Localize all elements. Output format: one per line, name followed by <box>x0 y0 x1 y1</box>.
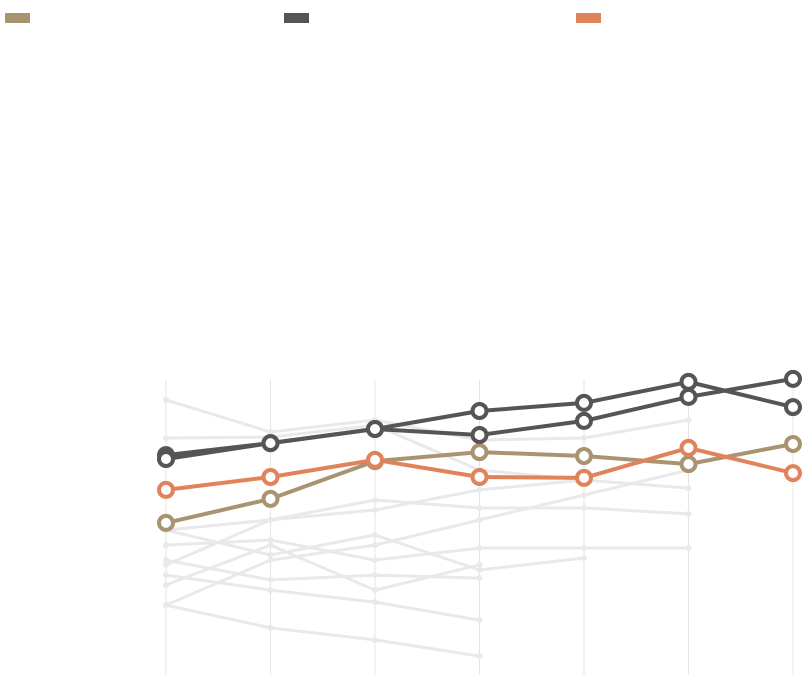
background-point <box>267 429 274 435</box>
background-point <box>267 552 274 558</box>
point <box>679 455 698 474</box>
point <box>157 450 175 468</box>
point <box>679 387 698 406</box>
background-point <box>581 504 587 511</box>
point <box>575 447 593 465</box>
background-point <box>267 516 274 523</box>
background-point <box>267 587 274 594</box>
point <box>470 426 489 444</box>
background-point <box>476 486 483 493</box>
background-point <box>685 545 692 552</box>
background-point <box>476 575 483 582</box>
background-point <box>685 510 692 517</box>
point <box>470 443 489 462</box>
background-point <box>163 561 169 568</box>
point <box>575 393 593 412</box>
background-point <box>372 507 378 513</box>
point <box>470 402 489 420</box>
point <box>366 450 384 469</box>
background-point <box>476 617 483 624</box>
background-point <box>267 576 274 583</box>
background-point <box>685 417 692 423</box>
point <box>784 398 802 417</box>
background-point <box>581 545 587 552</box>
background-point <box>476 653 483 660</box>
background-point <box>372 636 378 643</box>
background-point <box>372 497 378 504</box>
background-point <box>372 599 378 606</box>
background-point <box>267 542 274 549</box>
legend-swatch <box>284 13 309 23</box>
background-point <box>476 561 483 568</box>
point <box>470 468 489 486</box>
legend-swatch <box>576 13 601 23</box>
point <box>157 480 175 499</box>
background-line <box>165 603 480 658</box>
point <box>575 411 593 430</box>
background-point <box>581 435 587 441</box>
background-point <box>267 624 274 631</box>
point <box>366 420 384 438</box>
background-point <box>372 557 378 564</box>
background-point <box>267 557 274 564</box>
background-point <box>163 542 169 549</box>
background-line <box>165 543 480 592</box>
background-point <box>163 396 169 403</box>
point <box>784 369 802 388</box>
background-point <box>476 504 483 511</box>
point <box>261 434 280 453</box>
background-point <box>372 542 378 549</box>
background-point <box>476 567 483 573</box>
point <box>575 468 593 487</box>
point <box>261 489 280 508</box>
background-point <box>163 557 169 564</box>
point <box>784 435 802 453</box>
background-point <box>581 555 587 561</box>
background-line <box>165 468 689 607</box>
background-line <box>165 423 689 490</box>
background-point <box>476 516 483 523</box>
background-point <box>685 485 692 492</box>
point <box>679 438 698 457</box>
point <box>679 372 698 391</box>
background-line <box>165 538 689 562</box>
background-point <box>163 582 169 588</box>
background-point <box>476 545 483 552</box>
background-point <box>372 531 378 538</box>
background-point <box>372 587 378 594</box>
background-point <box>163 602 169 609</box>
point <box>157 513 175 532</box>
background-point <box>163 572 169 579</box>
background-point <box>581 492 587 498</box>
background-point <box>267 537 274 543</box>
legend-swatch <box>5 13 30 23</box>
point <box>784 464 802 483</box>
background-line <box>165 573 480 622</box>
point <box>261 468 280 486</box>
background-line <box>165 498 689 532</box>
background-point <box>372 572 378 579</box>
background-point <box>163 435 169 441</box>
